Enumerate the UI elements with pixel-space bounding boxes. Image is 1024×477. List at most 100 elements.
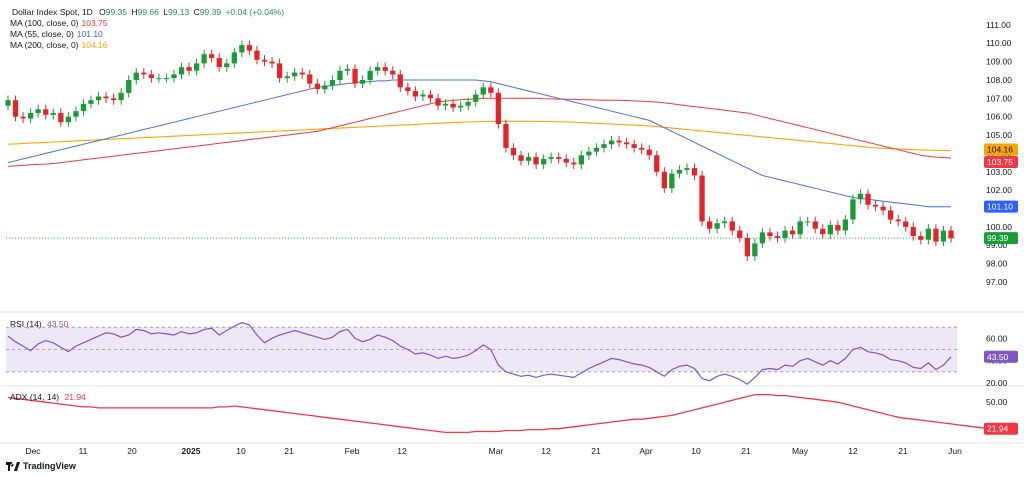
candle: [344, 64, 351, 76]
candle: [201, 49, 207, 69]
tradingview-logo[interactable]: TradingView: [6, 461, 76, 472]
candle: [133, 68, 139, 85]
candle-body: [58, 113, 64, 123]
candle: [261, 55, 268, 67]
candle: [284, 71, 290, 83]
rsi-tick-label: 60.00: [986, 333, 1008, 343]
price-tick-label: 110.00: [986, 38, 1012, 48]
candle: [35, 104, 41, 118]
candle-body: [616, 140, 622, 143]
ma55-axis-badge-bg: [984, 200, 1018, 213]
candle-body: [782, 230, 788, 238]
candle-body: [948, 230, 954, 239]
candle-body: [292, 72, 298, 77]
candle-body: [156, 78, 162, 80]
candle-body: [307, 74, 313, 84]
tradingview-logo-icon: [6, 462, 20, 472]
candle: [805, 216, 811, 226]
candle: [186, 62, 192, 76]
candle: [548, 152, 554, 164]
candle-body: [774, 236, 781, 238]
candle: [80, 99, 87, 116]
candle: [510, 143, 517, 160]
candle: [88, 95, 94, 109]
candle: [744, 233, 750, 261]
candle-body: [141, 72, 147, 75]
candle-body: [148, 74, 154, 79]
ma200-label: MA (200, close, 0): [10, 40, 79, 50]
candle-body: [352, 68, 358, 84]
candle-body: [367, 70, 373, 80]
time-tick-label: 21: [284, 446, 294, 456]
candle: [616, 135, 622, 147]
candle: [767, 227, 773, 241]
adx-axis-badge-bg: [984, 422, 1018, 435]
ma200-line: [7, 120, 951, 152]
time-tick-label: Feb: [345, 446, 360, 456]
candle-body: [450, 103, 456, 108]
candle: [65, 112, 71, 127]
candle: [156, 73, 162, 83]
candle: [857, 189, 864, 204]
candle-body: [646, 149, 652, 156]
candle-body: [518, 155, 524, 161]
candle-body: [759, 232, 766, 244]
time-tick-label: 11: [79, 446, 88, 456]
candle: [337, 66, 343, 85]
candle: [405, 82, 411, 96]
candle: [586, 146, 592, 160]
candle: [646, 145, 652, 160]
ma100-label: MA (100, close, 0): [10, 18, 79, 28]
candle: [359, 75, 366, 89]
price-tick-label: 103.00: [986, 167, 1012, 177]
candle-body: [865, 193, 871, 205]
candle-body: [571, 162, 577, 165]
candle: [684, 163, 690, 175]
ma200-value: 104.16: [81, 40, 108, 50]
price-tick-label: 108.00: [986, 75, 1012, 85]
candle-body: [608, 140, 615, 145]
candle-body: [729, 221, 735, 231]
candle: [624, 137, 630, 149]
candle: [699, 170, 705, 226]
candle-body: [397, 74, 403, 88]
candle: [397, 69, 403, 92]
candle: [216, 53, 222, 72]
ma200-axis-badge-bg: [984, 143, 1018, 156]
candle: [412, 86, 418, 102]
time-tick-label: Mar: [489, 446, 504, 456]
candle-body: [337, 70, 343, 80]
candle-body: [118, 92, 124, 101]
change-value: +0.04 (+0.04%): [225, 7, 285, 17]
candle-body: [261, 59, 268, 62]
adx-axis-badge: 21.94: [987, 424, 1009, 434]
candle-body: [458, 105, 464, 108]
candle-body: [714, 223, 720, 229]
candle-body: [420, 94, 426, 97]
candle-body: [601, 144, 607, 148]
candle: [661, 167, 667, 193]
candle-body: [669, 173, 675, 189]
candle-body: [73, 111, 79, 117]
candle-body: [563, 158, 569, 163]
candle-body: [586, 151, 592, 156]
legend-ma55-row: MA (55, close, 0) 101.10: [10, 29, 284, 40]
candle-body: [812, 221, 818, 229]
candle: [95, 91, 102, 105]
candle: [714, 218, 720, 234]
candle-body: [254, 50, 260, 60]
candle-body: [178, 67, 185, 75]
candle-body: [903, 221, 909, 227]
candle-body: [442, 103, 449, 106]
low-value: 99.13: [167, 7, 190, 17]
candle-body: [805, 221, 811, 223]
ma55-label: MA (55, close, 0): [10, 29, 74, 39]
candle: [488, 82, 494, 98]
candle: [194, 58, 200, 76]
candle-body: [631, 144, 637, 148]
candle-body: [465, 102, 471, 106]
candle-body: [872, 204, 879, 207]
candle: [480, 82, 486, 100]
candle-body: [359, 80, 366, 84]
